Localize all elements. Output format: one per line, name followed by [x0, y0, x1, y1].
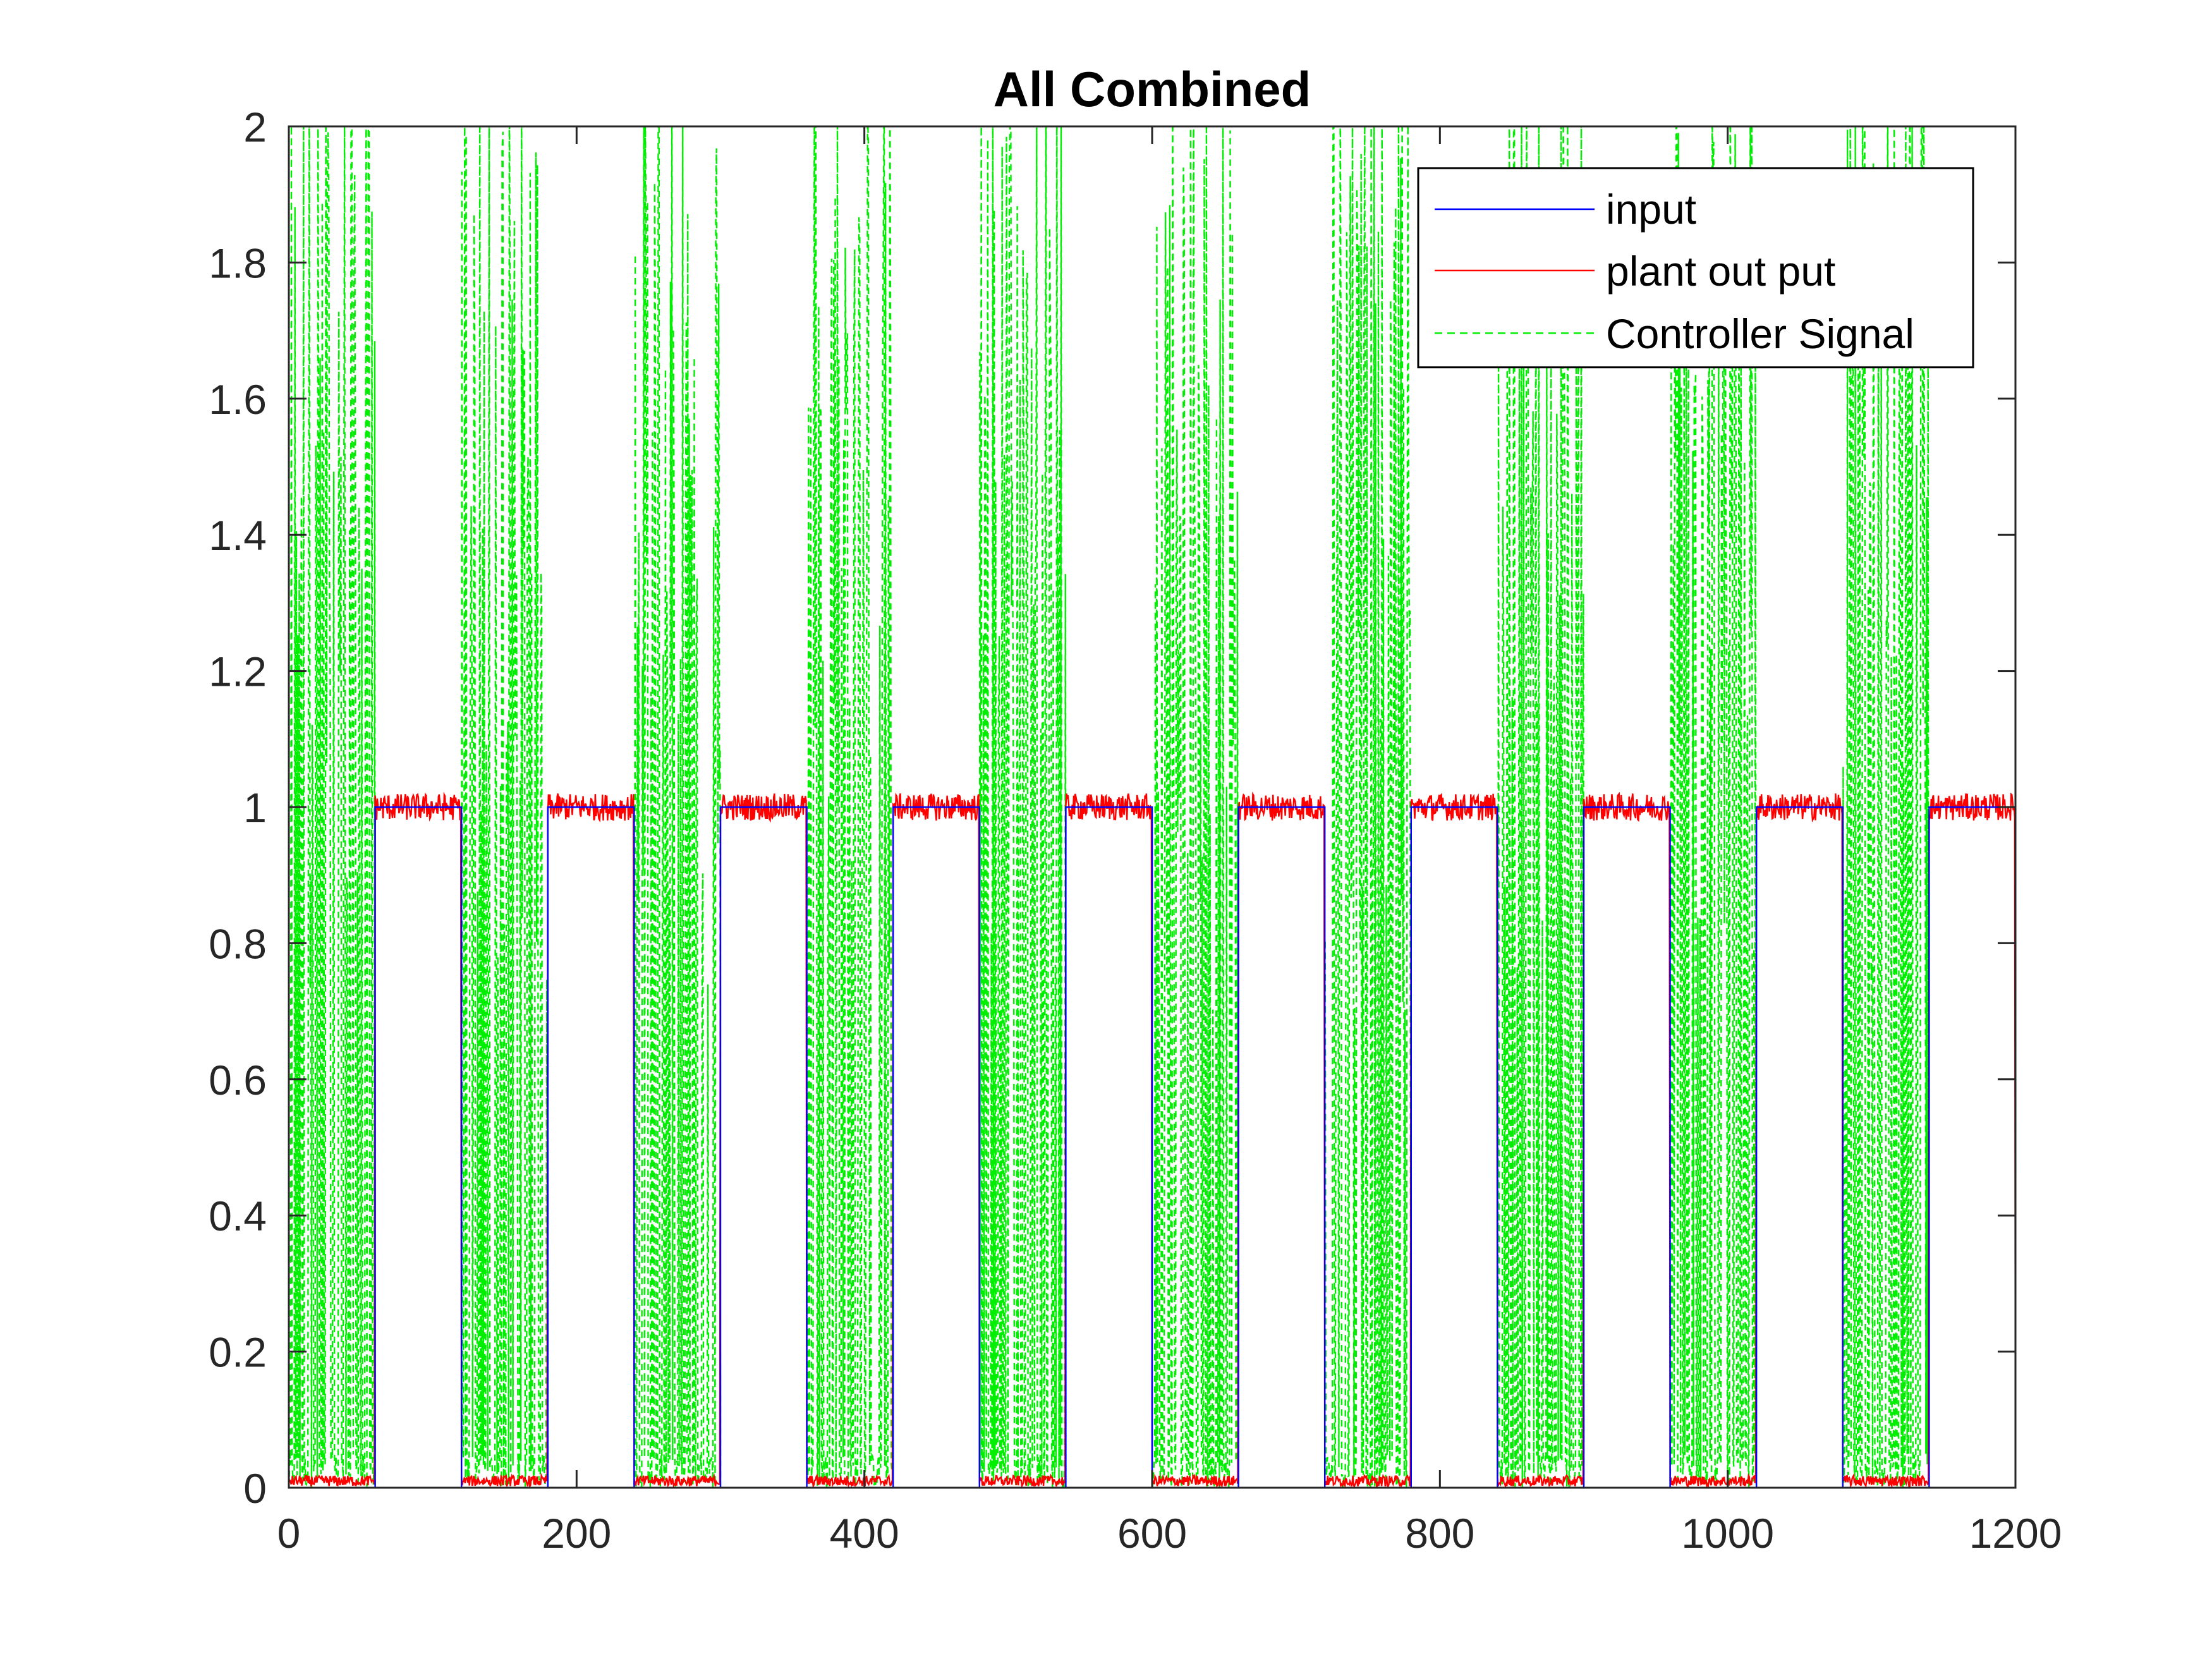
y-tick-label: 0.6	[209, 1057, 267, 1103]
y-tick-label: 1.4	[209, 512, 267, 559]
y-tick-label: 0	[243, 1465, 267, 1512]
x-tick-label: 400	[830, 1510, 899, 1557]
y-tick-label: 1.2	[209, 648, 267, 695]
x-tick-label: 800	[1405, 1510, 1474, 1557]
y-tick-label: 2	[243, 104, 267, 150]
x-tick-label: 1000	[1681, 1510, 1774, 1557]
legend-label-controller-signal: Controller Signal	[1606, 310, 1914, 357]
chart-title: All Combined	[994, 61, 1311, 117]
y-tick-label: 1.6	[209, 376, 267, 423]
legend-label-plant-output: plant out put	[1606, 248, 1835, 295]
y-tick-label: 1.8	[209, 240, 267, 286]
x-tick-label: 200	[542, 1510, 611, 1557]
y-tick-label: 1	[243, 784, 267, 831]
series-input	[289, 806, 2015, 1488]
y-tick-label: 0.2	[209, 1329, 267, 1376]
legend-box	[1417, 167, 1974, 368]
ticks-layer: 0 200 400 600 800 1000 1200 0 0.2 0.4 0.6 0.8 1 1.2 1.…	[209, 104, 2062, 1557]
legend: input plant out put Controller Signal	[1417, 167, 1974, 368]
x-tick-label: 1200	[1969, 1510, 2062, 1557]
x-tick-label: 600	[1117, 1510, 1187, 1557]
x-tick-label: 0	[277, 1510, 301, 1557]
y-tick-label: 0.4	[209, 1193, 267, 1239]
legend-label-input: input	[1606, 186, 1696, 233]
y-tick-label: 0.8	[209, 920, 267, 967]
